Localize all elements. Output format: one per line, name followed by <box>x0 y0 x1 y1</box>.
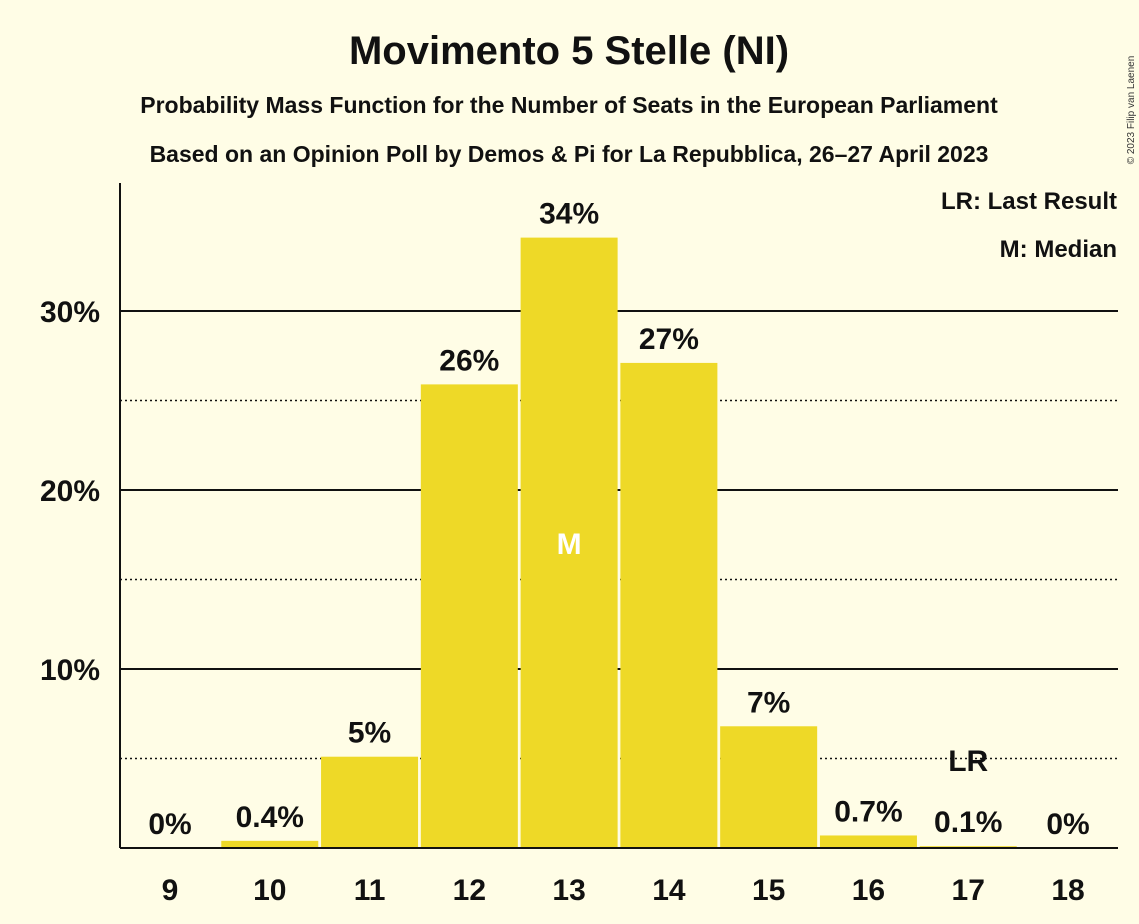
bar-15 <box>720 726 818 848</box>
x-tick-label-15: 15 <box>752 874 785 907</box>
x-tick-label-18: 18 <box>1051 874 1084 907</box>
axes <box>119 183 1118 849</box>
data-label-18: 0% <box>1046 808 1089 841</box>
bar-13 <box>520 237 618 849</box>
bar-12 <box>420 384 518 848</box>
x-tick-label-13: 13 <box>552 874 585 907</box>
data-label-16: 0.7% <box>834 795 902 828</box>
data-label-13: 34% <box>539 198 599 231</box>
legend-last-result: LR: Last Result <box>941 188 1117 215</box>
bar-11 <box>321 756 419 848</box>
data-labels: 0% 9 0.4% 10 5% 11 26% 12 34% 13 M 27% 14 7% 15 0.7% 16 0… <box>148 198 1089 907</box>
x-tick-label-17: 17 <box>952 874 985 907</box>
median-marker: M <box>557 528 582 561</box>
copyright-notice: © 2023 Filip van Laenen <box>1126 56 1137 165</box>
x-tick-label-12: 12 <box>453 874 486 907</box>
bar-10 <box>221 840 319 848</box>
x-tick-label-9: 9 <box>162 874 179 907</box>
bar-14 <box>620 362 718 848</box>
data-label-9: 0% <box>148 808 191 841</box>
data-label-11: 5% <box>348 717 391 750</box>
data-label-17: 0.1% <box>934 806 1002 839</box>
bar-16 <box>819 835 917 848</box>
x-tick-label-14: 14 <box>652 874 686 907</box>
legend-median: M: Median <box>1000 236 1117 263</box>
data-label-14: 27% <box>639 323 699 356</box>
y-tick-label-10: 10% <box>40 654 100 687</box>
bars <box>221 237 1017 849</box>
gridlines: 10% 20% 30% <box>40 296 1118 760</box>
x-tick-label-16: 16 <box>852 874 885 907</box>
chart-subtitle: Probability Mass Function for the Number… <box>140 92 998 118</box>
y-tick-label-20: 20% <box>40 475 100 508</box>
data-label-12: 26% <box>439 344 499 377</box>
y-tick-label-30: 30% <box>40 296 100 329</box>
x-tick-label-10: 10 <box>253 874 286 907</box>
chart-source: Based on an Opinion Poll by Demos & Pi f… <box>150 141 989 167</box>
chart-title: Movimento 5 Stelle (NI) <box>349 29 789 73</box>
data-label-10: 0.4% <box>236 801 304 834</box>
last-result-marker: LR <box>948 745 988 778</box>
x-tick-label-11: 11 <box>354 874 386 907</box>
data-label-15: 7% <box>747 686 790 719</box>
